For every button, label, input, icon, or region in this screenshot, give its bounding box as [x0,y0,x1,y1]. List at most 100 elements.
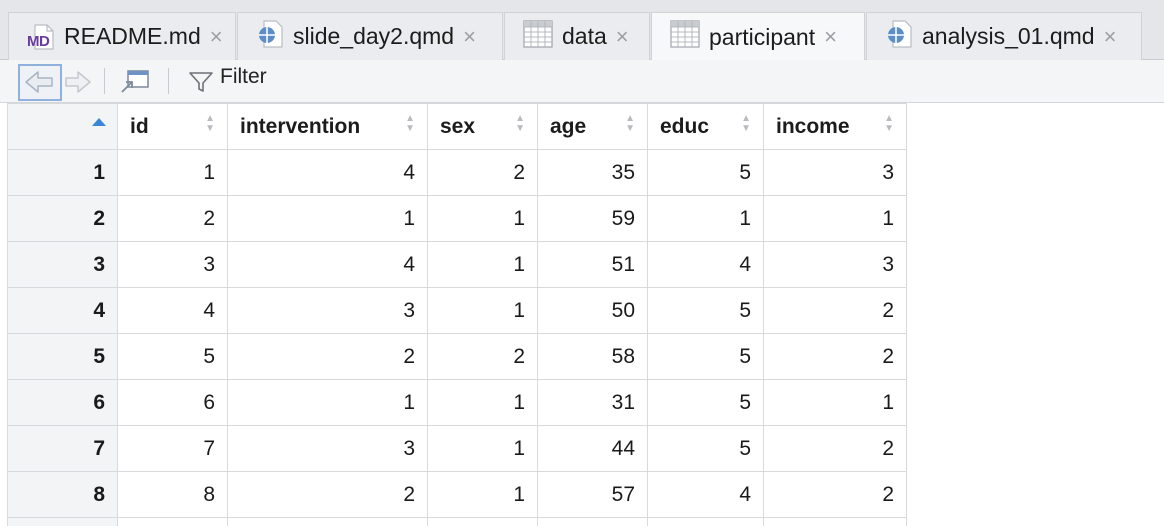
table-cell-id[interactable]: 3 [117,241,228,288]
table-cell-age[interactable]: 31 [537,379,648,426]
table-cell-income[interactable]: 2 [763,287,907,334]
tab-participant[interactable]: participant × [651,12,865,61]
filter-icon[interactable] [188,70,214,94]
sort-icon: ▲ ▼ [625,113,635,134]
table-cell-age[interactable]: 51 [537,241,648,288]
data-grid-icon [523,19,553,54]
table-cell-age[interactable]: 59 [537,195,648,242]
table-body: 1 1 4 2 35 5 3 2 2 1 1 59 1 1 3 3 4 1 51 4 3 4 4 3 1 50 5 2 5 5 2 2 58 5 2… [7,149,907,526]
table-row: 5 5 2 2 58 5 2 [7,333,907,380]
forward-arrow-icon[interactable] [64,68,94,96]
table-cell-sex[interactable]: 1 [427,425,538,472]
table-cell-id[interactable]: 2 [117,195,228,242]
sort-icon: ▲ ▼ [205,113,215,134]
table-cell-id[interactable]: 8 [117,471,228,518]
tab-label: data [562,23,607,49]
close-tab-icon[interactable]: × [615,23,629,49]
tab-analysis-01[interactable]: analysis_01.qmd × [866,12,1142,60]
table-row-partial [7,517,907,526]
table-cell-id[interactable]: 4 [117,287,228,334]
table-cell-intervention[interactable]: 4 [227,149,428,196]
tab-data[interactable]: data × [504,12,650,60]
tab-label: participant [709,23,816,50]
table-cell-income[interactable]: 1 [763,379,907,426]
table-cell [647,517,764,526]
table-cell-educ[interactable]: 5 [647,333,764,380]
table-cell-educ[interactable]: 5 [647,425,764,472]
table-cell-intervention[interactable]: 3 [227,425,428,472]
table-cell-age[interactable]: 50 [537,287,648,334]
table-cell-intervention[interactable]: 1 [227,379,428,426]
table-cell-income[interactable]: 1 [763,195,907,242]
data-viewer-toolbar: Filter [0,60,1164,103]
table-cell-age[interactable]: 44 [537,425,648,472]
table-cell-intervention[interactable]: 1 [227,195,428,242]
column-header-educ[interactable]: educ ▲ ▼ [647,103,764,150]
table-cell-intervention[interactable]: 2 [227,471,428,518]
table-cell-id[interactable]: 6 [117,379,228,426]
table-cell-educ[interactable]: 5 [647,379,764,426]
tab-readme[interactable]: MD README.md × [8,12,236,60]
column-header-id[interactable]: id ▲ ▼ [117,103,228,150]
tab-label: analysis_01.qmd [922,23,1095,49]
filter-button-label[interactable]: Filter [220,65,267,88]
table-cell-age[interactable]: 35 [537,149,648,196]
table-row: 6 6 1 1 31 5 1 [7,379,907,426]
table-cell-educ[interactable]: 4 [647,241,764,288]
table-cell-sex[interactable]: 1 [427,241,538,288]
table-row: 8 8 2 1 57 4 2 [7,471,907,518]
column-header-age[interactable]: age ▲ ▼ [537,103,648,150]
tab-label: README.md [64,23,201,49]
row-number: 3 [7,241,118,288]
sort-icon: ▲ ▼ [405,113,415,134]
header-row: id ▲ ▼ intervention ▲ ▼ sex ▲ ▼ age ▲ ▼ educ ▲ ▼ i… [7,103,907,150]
table-cell-intervention[interactable]: 2 [227,333,428,380]
show-in-new-window-icon[interactable] [118,68,152,96]
table-cell-sex[interactable]: 2 [427,333,538,380]
table-cell-intervention[interactable]: 3 [227,287,428,334]
row-number: 2 [7,195,118,242]
table-cell-income[interactable]: 3 [763,149,907,196]
table-cell-income[interactable]: 2 [763,333,907,380]
table-cell-sex[interactable]: 1 [427,287,538,334]
close-tab-icon[interactable]: × [1103,23,1117,49]
data-grid: id ▲ ▼ intervention ▲ ▼ sex ▲ ▼ age ▲ ▼ educ ▲ ▼ i… [7,103,907,526]
table-cell-sex[interactable]: 2 [427,149,538,196]
column-header-sex[interactable]: sex ▲ ▼ [427,103,538,150]
table-cell-income[interactable]: 2 [763,425,907,472]
row-number: 8 [7,471,118,518]
table-row: 7 7 3 1 44 5 2 [7,425,907,472]
column-header-income[interactable]: income ▲ ▼ [763,103,907,150]
table-cell-intervention[interactable]: 4 [227,241,428,288]
table-cell [7,517,118,526]
table-row: 4 4 3 1 50 5 2 [7,287,907,334]
table-cell-educ[interactable]: 4 [647,471,764,518]
quarto-file-icon [885,19,913,54]
column-header-intervention[interactable]: intervention ▲ ▼ [227,103,428,150]
table-cell-educ[interactable]: 1 [647,195,764,242]
table-cell-educ[interactable]: 5 [647,149,764,196]
back-button[interactable] [18,64,62,101]
table-cell-income[interactable]: 2 [763,471,907,518]
table-cell [427,517,538,526]
close-tab-icon[interactable]: × [463,23,476,49]
tab-slide-day2[interactable]: slide_day2.qmd × [237,12,503,60]
data-grid-icon [670,20,700,54]
row-number-header[interactable] [7,103,118,150]
sort-icon: ▲ ▼ [884,113,894,134]
close-tab-icon[interactable]: × [824,24,837,49]
table-cell-educ[interactable]: 5 [647,287,764,334]
table-cell-age[interactable]: 57 [537,471,648,518]
table-cell-sex[interactable]: 1 [427,471,538,518]
table-cell-id[interactable]: 1 [117,149,228,196]
table-cell-sex[interactable]: 1 [427,379,538,426]
table-cell-id[interactable]: 7 [117,425,228,472]
tab-label: slide_day2.qmd [293,23,455,49]
table-cell-sex[interactable]: 1 [427,195,538,242]
table-cell-id[interactable]: 5 [117,333,228,380]
close-tab-icon[interactable]: × [209,23,223,49]
toolbar-separator [104,68,105,94]
table-cell-income[interactable]: 3 [763,241,907,288]
row-number: 1 [7,149,118,196]
table-cell-age[interactable]: 58 [537,333,648,380]
